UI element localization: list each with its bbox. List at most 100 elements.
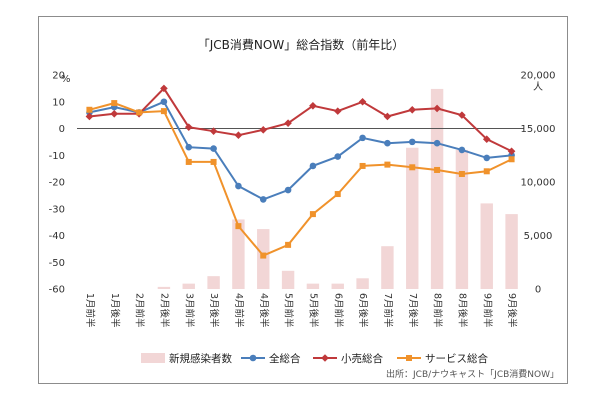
series-point — [259, 196, 267, 203]
legend-item: 小売総合 — [313, 352, 383, 365]
left-tick-label: -40 — [49, 231, 65, 242]
left-tick-label: -10 — [49, 151, 65, 162]
bar-infections — [505, 214, 518, 289]
x-tick-label: 9月前半 — [481, 293, 493, 328]
series-point — [234, 131, 243, 139]
series-point — [110, 109, 119, 118]
series-point — [85, 112, 94, 121]
bar-infections — [480, 203, 493, 289]
series-point — [210, 145, 217, 152]
bar-infections — [455, 149, 469, 289]
left-tick-label: -20 — [49, 178, 65, 189]
x-tick-label: 4月前半 — [233, 293, 245, 328]
x-tick-label: 3月後半 — [208, 293, 220, 328]
legend-marker — [249, 354, 257, 362]
series-point — [483, 154, 491, 162]
series-point — [458, 146, 466, 154]
right-tick-label: 10,000 — [521, 178, 556, 189]
x-tick-label: 5月後半 — [307, 293, 319, 328]
legend-item: サービス総合 — [397, 352, 488, 365]
series-point — [508, 156, 515, 163]
left-tick-label: -30 — [49, 204, 65, 215]
legend: 新規感染者数 全総合 小売総合 サービス総合 — [141, 352, 488, 365]
series-point — [259, 126, 268, 134]
series-point — [483, 168, 490, 175]
bar-infections — [257, 229, 270, 289]
x-tick-label: 8月後半 — [456, 293, 468, 328]
series-point — [384, 139, 391, 147]
legend-swatch — [141, 353, 165, 363]
bar-infections — [157, 286, 171, 289]
series-point — [136, 109, 143, 116]
series-point — [433, 104, 441, 113]
series-point — [383, 112, 392, 121]
x-tick-label: 6月後半 — [357, 293, 369, 328]
left-tick-label: 20 — [52, 71, 65, 82]
series-point — [384, 161, 391, 168]
series-point — [359, 162, 366, 169]
series-point — [260, 252, 267, 259]
legend-item: 新規感染者数 — [141, 352, 232, 365]
series-point — [160, 98, 168, 106]
series-point — [507, 147, 516, 156]
right-tick-label: 20,000 — [521, 71, 556, 82]
source-note: 出所：JCB/ナウキャスト「JCB消費NOW」 — [386, 368, 559, 380]
x-tick-label: 1月前半 — [84, 293, 96, 328]
x-tick-label: 2月前半 — [134, 293, 146, 328]
chart-title: 「JCB消費NOW」総合指数（前年比） — [198, 37, 404, 52]
series-point — [408, 105, 417, 114]
series-point — [309, 162, 317, 170]
left-tick-label: 10 — [52, 97, 65, 108]
axis-layer: 20 10 0 -10 -20 -30 -40 -50 -60 20,000 15,000 10,00… — [49, 71, 556, 296]
series-point — [434, 166, 441, 173]
bar-infections — [381, 246, 394, 289]
series-point — [358, 97, 367, 106]
x-tick-label: 9月後半 — [506, 293, 518, 328]
series-point — [334, 191, 341, 198]
x-tick-label: 7月前半 — [382, 293, 394, 328]
series-point — [284, 119, 292, 127]
series-point — [333, 107, 342, 115]
legend-item: 全総合 — [241, 352, 301, 365]
bar-infections — [306, 283, 320, 289]
series-point — [458, 170, 465, 177]
bars-layer — [157, 88, 518, 289]
right-tick-label: 0 — [535, 285, 541, 296]
series-point — [285, 241, 292, 248]
series-point — [185, 143, 193, 151]
x-tick-label: 3月前半 — [183, 293, 195, 328]
series-point — [160, 84, 168, 93]
series-point — [309, 101, 317, 110]
series-line — [89, 102, 513, 257]
bar-infections — [281, 270, 295, 289]
right-tick-label: 15,000 — [521, 124, 556, 135]
x-tick-label: 8月前半 — [432, 293, 444, 328]
x-tick-label: 7月後半 — [407, 293, 419, 328]
bar-infections — [182, 283, 195, 289]
series-point — [458, 111, 466, 119]
series-point — [111, 100, 118, 107]
bar-infections — [430, 88, 444, 289]
x-tick-label: 6月前半 — [332, 293, 344, 328]
legend-marker — [321, 354, 329, 362]
bar-infections — [207, 276, 220, 289]
lines-layer — [85, 84, 516, 259]
series-line — [89, 86, 513, 153]
series-point — [235, 182, 242, 190]
x-tick-label: 5月前半 — [283, 293, 295, 328]
legend-label: サービス総合 — [425, 352, 488, 365]
series-point — [433, 139, 441, 147]
series-point — [309, 211, 316, 218]
series-point — [86, 106, 93, 113]
x-tick-label: 4月後半 — [258, 293, 270, 328]
series-point — [160, 108, 167, 115]
x-tick-label: 1月後半 — [109, 293, 121, 328]
series-point — [185, 158, 192, 165]
x-tick-label: 2月後半 — [158, 293, 170, 328]
left-tick-label: -50 — [49, 258, 65, 269]
right-tick-label: 5,000 — [524, 231, 553, 242]
right-axis-unit: 人 — [533, 81, 543, 93]
bar-infections — [232, 219, 245, 289]
bar-infections — [406, 147, 419, 289]
series-line — [89, 100, 512, 201]
